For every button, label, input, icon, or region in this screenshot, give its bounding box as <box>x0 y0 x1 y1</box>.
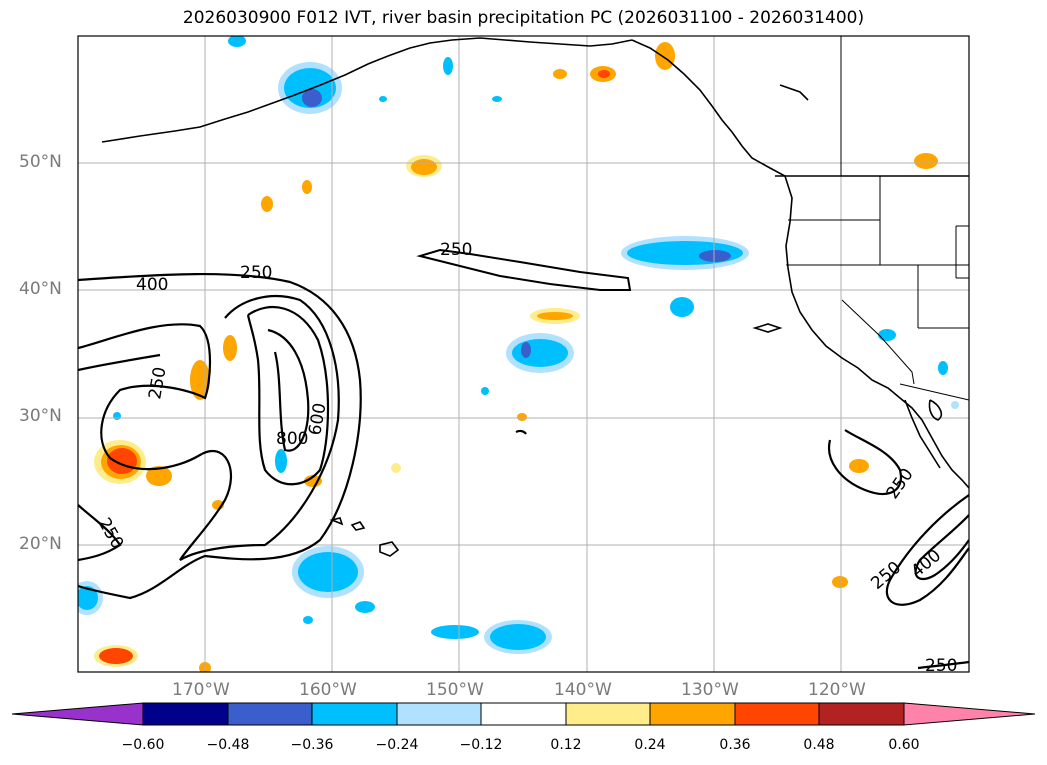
colorbar-tick-label: 0.60 <box>888 737 920 753</box>
lat-label: 30°N <box>19 406 62 426</box>
contour-label: 250 <box>925 656 957 676</box>
colorbar <box>11 702 1036 726</box>
gridlines <box>78 36 969 672</box>
colorbar-tick-label: 0.36 <box>719 737 751 753</box>
contour-label: 400 <box>136 275 168 295</box>
lon-label: 140°W <box>554 680 612 700</box>
colorbar-tick-label: −0.12 <box>459 737 503 753</box>
precip-positive-areas <box>94 42 938 672</box>
colorbar-tick-label: −0.48 <box>206 737 250 753</box>
political-borders <box>775 36 969 401</box>
lon-label: 170°W <box>172 680 230 700</box>
colorbar-tick-label: 0.12 <box>550 737 582 753</box>
map-panel <box>78 36 969 672</box>
map-border <box>77 35 970 673</box>
colorbar-tick-label: −0.60 <box>121 737 165 753</box>
ivt-contours <box>78 272 969 670</box>
lat-label: 20°N <box>19 534 62 554</box>
coastlines <box>101 37 969 557</box>
colorbar-tick-label: 0.48 <box>803 737 835 753</box>
lon-label: 130°W <box>681 680 739 700</box>
lon-label: 150°W <box>426 680 484 700</box>
lat-label: 50°N <box>19 152 62 172</box>
colorbar-tick-label: −0.36 <box>290 737 334 753</box>
contour-label: 250 <box>440 240 472 260</box>
lon-label: 160°W <box>299 680 357 700</box>
colorbar-tick-label: 0.24 <box>634 737 666 753</box>
chart-title: 2026030900 F012 IVT, river basin precipi… <box>182 8 865 28</box>
colorbar-tick-label: −0.24 <box>375 737 419 753</box>
contour-label: 800 <box>276 429 308 449</box>
contour-label: 250 <box>240 263 272 283</box>
lon-label: 120°W <box>808 680 866 700</box>
lat-label: 40°N <box>19 279 62 299</box>
